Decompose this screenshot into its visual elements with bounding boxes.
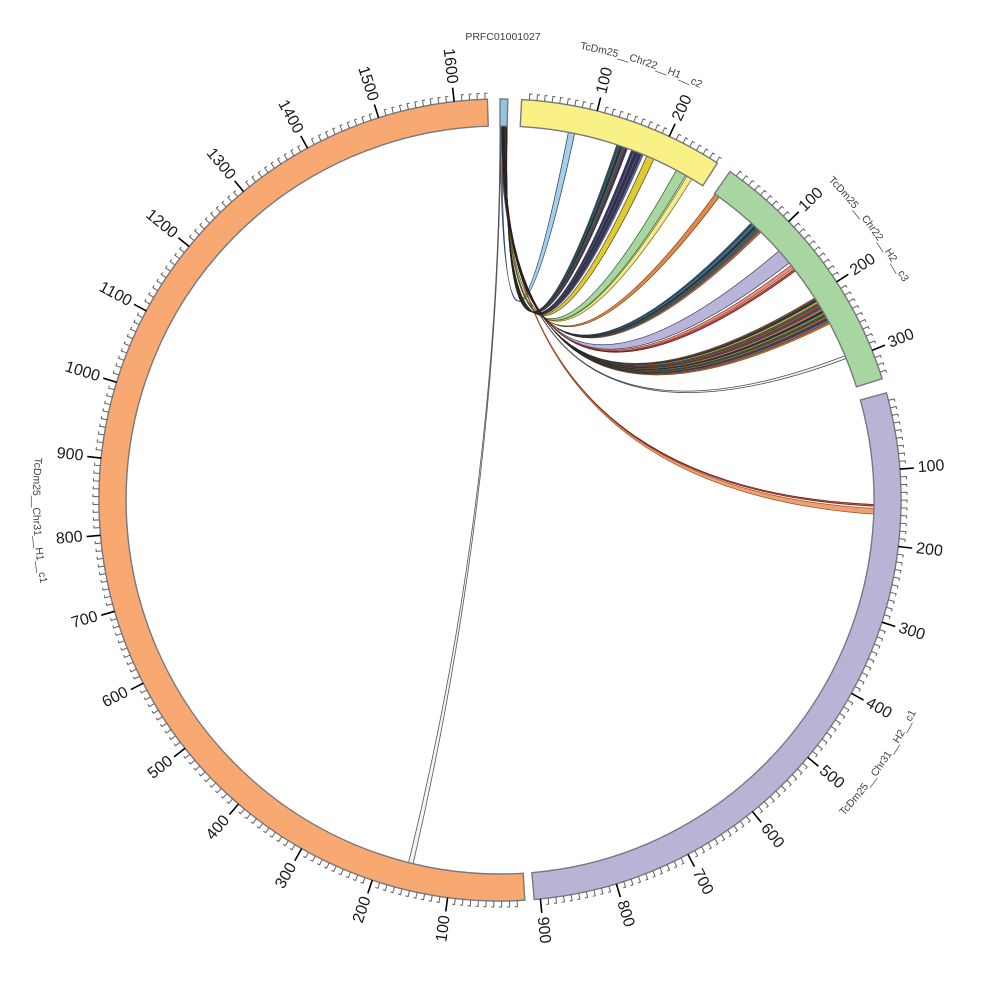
- svg-text:900: 900: [534, 916, 554, 944]
- svg-text:700: 700: [69, 608, 99, 632]
- svg-text:PRFC01001027: PRFC01001027: [465, 31, 540, 43]
- svg-text:1600: 1600: [440, 47, 461, 84]
- svg-text:200: 200: [915, 540, 944, 560]
- svg-text:100: 100: [917, 457, 945, 476]
- svg-text:800: 800: [55, 528, 83, 547]
- svg-text:900: 900: [56, 445, 84, 465]
- svg-text:100: 100: [433, 914, 453, 943]
- svg-text:100: 100: [593, 65, 616, 95]
